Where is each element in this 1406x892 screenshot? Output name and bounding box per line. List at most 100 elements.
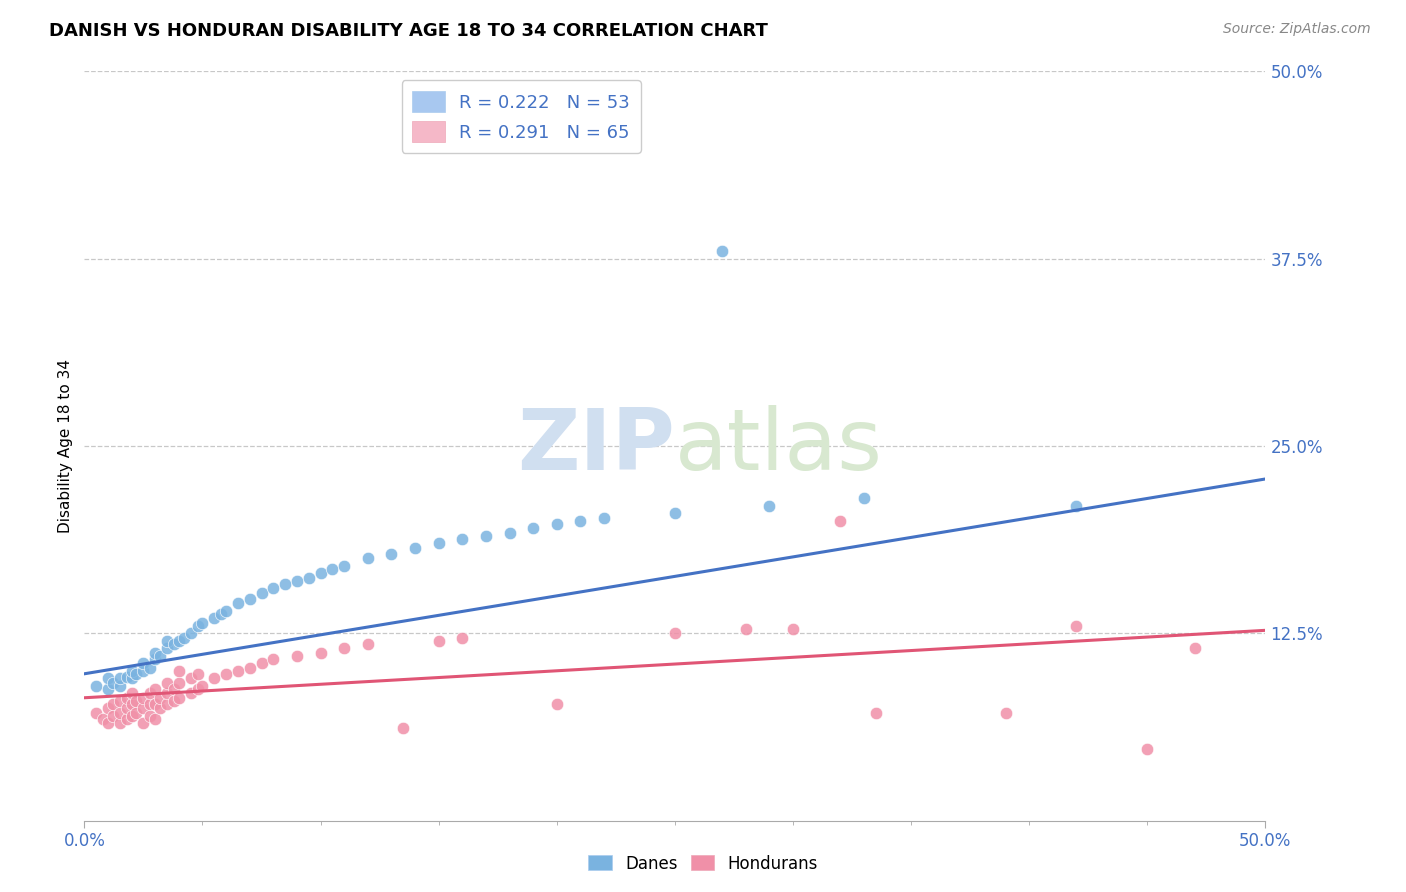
Point (101, 675, 124, 690)
Point (546, 516, 568, 531)
Point (215, 604, 238, 618)
Point (191, 679, 214, 693)
Point (84, 706, 107, 720)
Point (132, 657, 155, 671)
Point (156, 675, 179, 690)
Point (132, 690, 155, 705)
Point (226, 664, 249, 678)
Point (239, 591, 262, 606)
Point (139, 661, 162, 675)
Text: atlas: atlas (675, 404, 883, 488)
Point (115, 690, 138, 705)
Point (101, 697, 124, 711)
Point (143, 681, 166, 696)
Point (262, 652, 284, 666)
Y-axis label: Disability Age 18 to 34: Disability Age 18 to 34 (58, 359, 73, 533)
Point (97, 716, 120, 731)
Point (187, 666, 209, 681)
Point (427, 536, 450, 550)
Point (357, 637, 380, 651)
Point (1066, 619, 1088, 633)
Point (132, 664, 155, 678)
Point (108, 716, 131, 731)
Point (91, 712, 114, 726)
Point (101, 708, 124, 723)
Point (139, 697, 162, 711)
Point (451, 631, 474, 645)
Point (187, 681, 209, 696)
Text: ZIP: ZIP (517, 404, 675, 488)
Point (121, 697, 143, 711)
Point (167, 690, 190, 705)
Point (121, 664, 143, 678)
Point (250, 657, 273, 671)
Point (163, 637, 186, 651)
Point (143, 652, 166, 666)
Point (209, 607, 232, 621)
Point (84, 679, 107, 693)
Point (121, 708, 143, 723)
Point (285, 648, 308, 663)
Point (298, 571, 321, 585)
Point (522, 521, 544, 535)
Point (180, 626, 202, 640)
Point (1066, 499, 1088, 513)
Point (274, 577, 297, 591)
Point (180, 671, 202, 685)
Point (404, 541, 426, 555)
Point (285, 574, 308, 588)
Point (226, 596, 249, 610)
Point (392, 721, 415, 735)
Point (333, 558, 356, 573)
Point (167, 633, 190, 648)
Point (121, 686, 143, 700)
Point (97, 671, 120, 685)
Point (143, 712, 166, 726)
Point (139, 686, 162, 700)
Point (115, 701, 138, 715)
Point (664, 507, 686, 521)
Point (711, 244, 734, 259)
Point (156, 641, 179, 656)
Point (125, 706, 148, 720)
Point (149, 701, 172, 715)
Point (994, 706, 1017, 720)
Point (125, 694, 148, 708)
Point (132, 701, 155, 715)
Point (97, 701, 120, 715)
Point (149, 648, 172, 663)
Point (139, 708, 162, 723)
Point (143, 697, 166, 711)
Point (215, 666, 238, 681)
Point (97, 681, 120, 696)
Point (239, 661, 262, 675)
Text: Source: ZipAtlas.com: Source: ZipAtlas.com (1223, 22, 1371, 37)
Point (132, 716, 155, 731)
Point (143, 646, 166, 660)
Point (156, 686, 179, 700)
Point (163, 694, 186, 708)
Point (115, 670, 138, 684)
Point (498, 525, 520, 540)
Point (250, 586, 273, 600)
Point (115, 712, 138, 726)
Point (180, 686, 202, 700)
Point (173, 631, 195, 645)
Point (546, 697, 568, 711)
Point (569, 514, 592, 528)
Point (156, 633, 179, 648)
Point (125, 666, 148, 681)
Point (852, 491, 875, 506)
Point (427, 633, 450, 648)
Point (451, 532, 474, 546)
Point (163, 681, 186, 696)
Point (321, 562, 343, 576)
Point (830, 514, 852, 528)
Point (202, 611, 225, 625)
Point (664, 626, 686, 640)
Point (202, 671, 225, 685)
Legend: Danes, Hondurans: Danes, Hondurans (582, 848, 824, 880)
Point (309, 646, 332, 660)
Point (1136, 741, 1159, 756)
Point (309, 566, 332, 581)
